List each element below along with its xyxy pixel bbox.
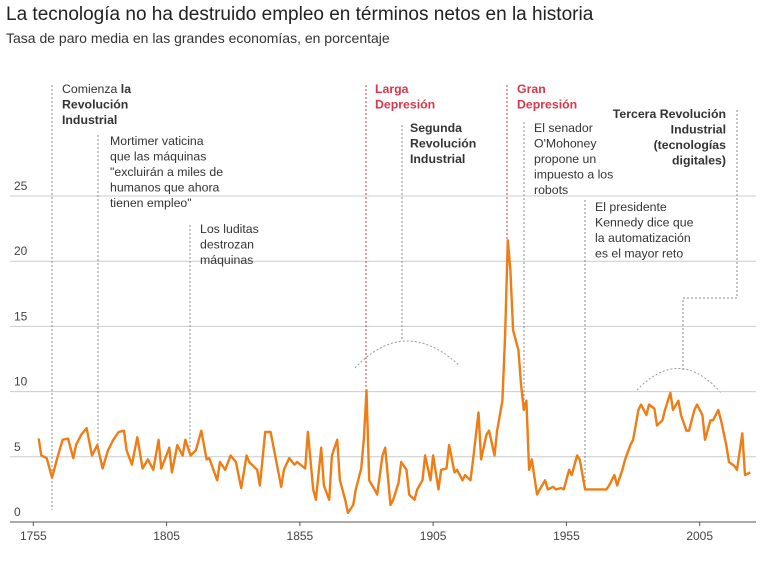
annotation-text: Kennedy dice que xyxy=(595,216,694,230)
x-tick-label: 1755 xyxy=(20,529,47,543)
annotation-segment: tienen empleo" xyxy=(110,196,192,210)
annotation-segment: propone un xyxy=(534,152,596,166)
annotation-text: Los luditas xyxy=(200,222,259,236)
annotation-text: (tecnologías xyxy=(654,138,727,152)
annotation-segment: (tecnologías xyxy=(654,138,727,152)
y-tick-label: 20 xyxy=(14,244,28,258)
annotation-segment: impuesto a los xyxy=(534,168,613,182)
era-arc xyxy=(636,368,723,395)
annotation-text: Comienza la xyxy=(62,82,131,96)
annotation-text: propone un xyxy=(534,152,596,166)
annotation-text: robots xyxy=(534,183,568,197)
annotation-text: tienen empleo" xyxy=(110,196,192,210)
annotation-text: destrozan xyxy=(200,238,254,252)
annotation-segment: destrozan xyxy=(200,238,254,252)
chart-title: La tecnología no ha destruido empleo en … xyxy=(6,4,594,25)
annotation-segment: Revolución xyxy=(62,98,128,112)
annotation-segment: la automatización xyxy=(595,231,691,245)
y-tick-label: 15 xyxy=(14,309,28,323)
annotation-segment: El senador xyxy=(534,121,593,135)
x-tick-label: 1905 xyxy=(420,529,447,543)
annotation-text: Revolución xyxy=(410,137,476,151)
annotation-segment: digitales) xyxy=(672,154,726,168)
annotation-segment: Industrial xyxy=(62,113,117,127)
annotation-text: Mortimer vaticina xyxy=(110,134,204,148)
annotation-line xyxy=(682,110,738,370)
annotation-segment: que las máquinas xyxy=(110,150,206,164)
annotation-segment: robots xyxy=(534,183,568,197)
chart-subtitle: Tasa de paro media en las grandes econom… xyxy=(6,30,390,46)
x-tick-label: 1955 xyxy=(553,529,580,543)
annotation-text: digitales) xyxy=(672,154,726,168)
annotation-segment: O'Mohoney xyxy=(534,137,597,151)
annotation-text: Revolución xyxy=(62,98,128,112)
x-tick-label: 1805 xyxy=(153,529,180,543)
data-line xyxy=(37,239,751,515)
annotation-segment: Los luditas xyxy=(200,222,259,236)
annotation-segment: Tercera Revolución xyxy=(613,107,726,121)
annotation-text: Depresión xyxy=(517,98,577,112)
annotation-text: Segunda xyxy=(410,121,462,135)
annotation-segment: la xyxy=(121,82,131,96)
annotation-segment: Kennedy dice que xyxy=(595,216,694,230)
annotation-text: es el mayor reto xyxy=(595,247,683,261)
y-tick-label: 25 xyxy=(14,179,28,193)
annotation-segment: El presidente xyxy=(595,200,667,214)
annotation-segment: Segunda xyxy=(410,121,462,135)
annotation-segment: Gran xyxy=(517,82,546,96)
annotation-text: Depresión xyxy=(375,98,435,112)
y-tick-label: 5 xyxy=(14,440,21,454)
annotation-text: máquinas xyxy=(200,253,253,267)
x-tick-label: 1855 xyxy=(287,529,314,543)
annotation-text: "excluirán a miles de xyxy=(110,165,223,179)
annotation-text: Tercera Revolución xyxy=(613,107,726,121)
annotation-segment: es el mayor reto xyxy=(595,247,683,261)
y-tick-label: 10 xyxy=(14,375,28,389)
annotation-text: Industrial xyxy=(62,113,117,127)
annotation-text: Gran xyxy=(517,82,546,96)
annotation-text: El presidente xyxy=(595,200,667,214)
annotation-segment: Comienza xyxy=(62,82,121,96)
annotation-text: impuesto a los xyxy=(534,168,613,182)
annotation-text: Industrial xyxy=(410,152,465,166)
annotation-segment: Industrial xyxy=(671,123,726,137)
annotation-segment: Industrial xyxy=(410,152,465,166)
annotation-segment: "excluirán a miles de xyxy=(110,165,223,179)
annotation-segment: Depresión xyxy=(517,98,577,112)
annotation-segment: máquinas xyxy=(200,253,253,267)
y-tick-label: 0 xyxy=(14,505,21,519)
era-arc xyxy=(354,340,461,369)
annotation-segment: Depresión xyxy=(375,98,435,112)
annotation-segment: Mortimer vaticina xyxy=(110,134,204,148)
annotation-text: El senador xyxy=(534,121,593,135)
x-tick-label: 2005 xyxy=(686,529,713,543)
annotation-segment: humanos que ahora xyxy=(110,181,220,195)
annotation-segment: Revolución xyxy=(410,137,476,151)
annotation-text: la automatización xyxy=(595,231,691,245)
annotation-text: que las máquinas xyxy=(110,150,206,164)
annotation-text: Larga xyxy=(375,82,409,96)
annotation-segment: Larga xyxy=(375,82,409,96)
annotation-text: Industrial xyxy=(671,123,726,137)
annotation-text: humanos que ahora xyxy=(110,181,220,195)
annotation-text: O'Mohoney xyxy=(534,137,597,151)
